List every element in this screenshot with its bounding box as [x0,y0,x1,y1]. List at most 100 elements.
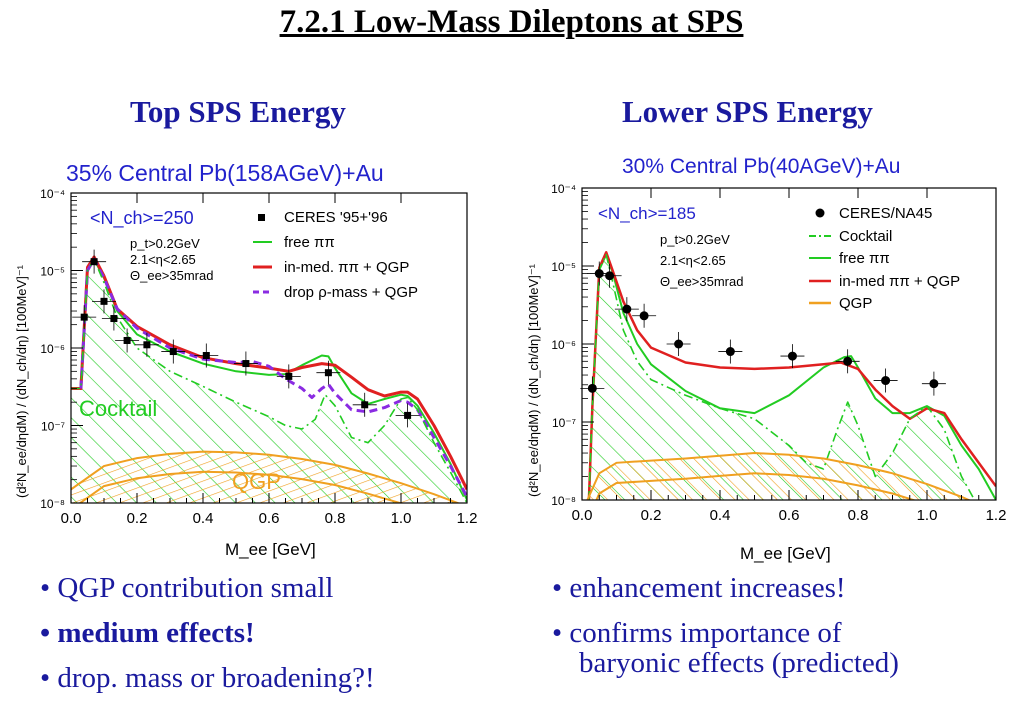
x-tick-label: 1.0 [917,507,938,524]
legend-entry: CERES '95+'96 [284,209,388,226]
x-axis-label: M_ee [GeV] [740,544,831,563]
data-point [605,271,615,281]
legend-entry: in-med. ππ + QGP [284,259,409,276]
series-line-qgp [71,450,461,503]
data-point [169,348,177,356]
data-point [639,311,649,321]
data-point [110,315,118,323]
x-tick-label: 1.2 [986,507,1007,524]
x-tick-label: 0.6 [259,510,280,527]
legend-entry: free ππ [839,250,890,267]
data-point [594,269,604,279]
y-tick-label: 10⁻⁴ [551,182,576,196]
x-tick-label: 0.6 [779,507,800,524]
right-bullet-list: • enhancement increases! • confirms impo… [552,566,899,678]
x-tick-label: 1.0 [391,510,412,527]
series-line-cocktail [71,258,467,503]
series-line-qgp-lower [78,470,404,503]
legend-entry: in-med ππ + QGP [839,273,960,290]
x-tick-label: 0.0 [61,510,82,527]
data-point [787,351,797,361]
cocktail-hatch-region [588,254,975,500]
data-point [725,347,735,357]
data-point [285,372,293,380]
y-tick-label: 10⁻⁵ [40,265,65,279]
y-tick-label: 10⁻⁷ [41,420,65,434]
data-point [242,360,250,368]
chart-title: 35% Central Pb(158AGeV)+Au [66,160,384,186]
x-tick-label: 0.0 [572,507,593,524]
data-point [881,376,891,386]
series-line-qgp [586,451,972,500]
data-point [674,339,684,349]
legend-entry: CERES/NA45 [839,205,932,222]
y-tick-label: 10⁻⁶ [40,342,65,356]
cocktail-label: Cocktail [79,396,157,421]
series-line-cocktail [588,253,976,500]
legend-entry: QGP [839,295,872,312]
cut-theta: Θ_ee>35mrad [660,274,743,289]
cut-eta: 2.1<η<2.65 [130,252,196,267]
data-point [622,304,632,314]
cocktail-hatch-region [71,259,467,503]
y-tick-label: 10⁻⁴ [40,187,65,201]
cut-pt: p_t>0.2GeV [130,236,200,251]
series-line-drop-mass-qgp [79,257,467,498]
x-tick-label: 0.4 [710,507,731,524]
y-axis-label: (d²N_ee/dηdM) / (dN_ch/dη) [100MeV]⁻¹ [14,264,29,498]
bullet-item: • confirms importance of baryonic effects… [552,611,899,678]
y-tick-label: 10⁻⁸ [551,494,576,508]
left-panel-heading: Top SPS Energy [130,94,346,129]
series-line-in-med-qgp [587,251,996,500]
slide-title: 7.2.1 Low-Mass Dileptons at SPS [279,4,744,40]
chart-title: 30% Central Pb(40AGeV)+Au [622,155,900,178]
cut-theta: Θ_ee>35mrad [130,268,213,283]
cut-eta: 2.1<η<2.65 [660,253,726,268]
legend-entry: free ππ [284,234,335,251]
data-point [587,383,597,393]
legend-entry: drop ρ-mass + QGP [284,284,418,301]
bullet-item: • QGP contribution small [40,572,334,604]
qgp-hatch-region [71,451,458,503]
data-point [202,352,210,360]
x-tick-label: 0.2 [127,510,148,527]
qgp-label: QGP [232,469,281,494]
data-point [100,297,108,305]
series-line-qgp-lower [595,472,917,500]
x-tick-label: 1.2 [457,510,478,527]
data-point [90,258,98,266]
data-point [123,336,131,344]
bullet-item: • drop. mass or broadening?! [40,662,375,694]
bullet-item: • medium effects! [40,617,255,649]
bullet-item: • enhancement increases! [552,572,846,604]
x-tick-label: 0.8 [325,510,346,527]
x-tick-label: 0.8 [848,507,869,524]
bullet-continuation: baryonic effects (predicted) [579,647,899,679]
legend: CERES/NA45 Cocktail free ππ in-med ππ + … [809,205,960,312]
data-point [361,401,369,409]
data-point [80,313,88,321]
right-panel-heading: Lower SPS Energy [622,94,873,129]
y-axis-label: (d²N_ee/dηdM) / (dN_ch/dη) [100MeV]⁻¹ [526,263,541,497]
x-tick-label: 0.4 [193,510,214,527]
legend-entry: Cocktail [839,228,892,245]
legend: CERES '95+'96 free ππ in-med. ππ + QGP d… [253,209,418,301]
data-point [843,356,853,366]
data-point [324,369,332,377]
x-tick-label: 0.2 [641,507,662,524]
x-axis-label: M_ee [GeV] [225,540,316,559]
y-tick-label: 10⁻⁶ [551,338,576,352]
right-chart: 30% Central Pb(40AGeV)+Au 0.0 0.2 0.4 0.6 0.… [514,152,1009,567]
data-point [404,411,412,419]
nch-annotation: <N_ch>=185 [598,204,696,223]
bullet-line: • confirms importance of [552,617,842,649]
cut-pt: p_t>0.2GeV [660,232,730,247]
data-point [143,341,151,349]
y-tick-label: 10⁻⁸ [40,497,65,511]
nch-annotation: <N_ch>=250 [90,208,194,229]
left-bullet-list: • QGP contribution small • medium effect… [40,566,375,701]
y-tick-label: 10⁻⁵ [551,260,576,274]
y-tick-label: 10⁻⁷ [552,416,576,430]
left-chart: 35% Central Pb(158AGeV)+Au 0.0 0.2 0.4 0.6 0… [4,153,482,561]
data-point [929,379,939,389]
